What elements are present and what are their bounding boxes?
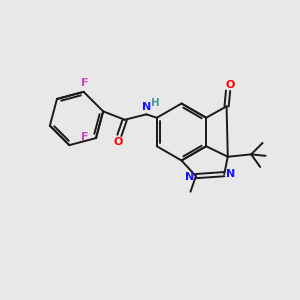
Text: H: H bbox=[151, 98, 160, 108]
Text: F: F bbox=[81, 78, 89, 88]
Text: N: N bbox=[226, 169, 236, 179]
Text: N: N bbox=[142, 102, 152, 112]
Text: O: O bbox=[225, 80, 235, 90]
Text: F: F bbox=[81, 132, 88, 142]
Text: O: O bbox=[113, 137, 123, 147]
Text: N: N bbox=[185, 172, 194, 182]
